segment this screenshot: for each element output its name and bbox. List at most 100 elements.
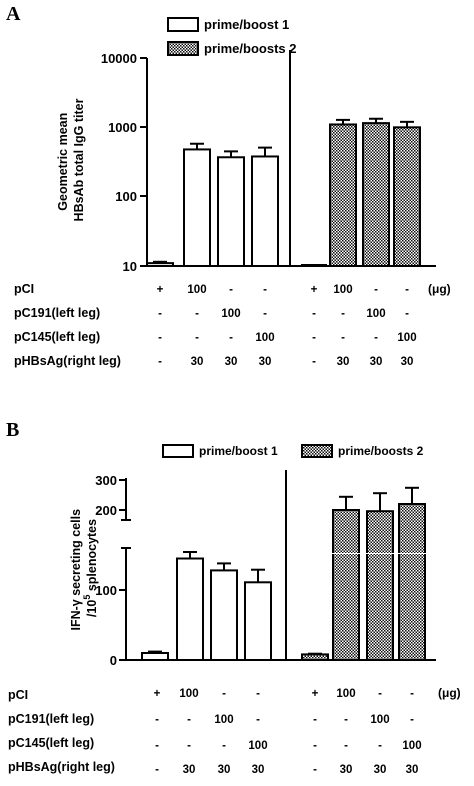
table-b-cells: +100 - - +100 - - - - 100 - - - 100 - - - - 100 - - - 100 - 30 3… (154, 688, 422, 776)
table-cell: - (344, 740, 348, 752)
table-cell: - (187, 714, 191, 726)
panel-a-bar (393, 126, 421, 268)
ytick-label: 200 (95, 503, 117, 518)
table-cell: 100 (255, 332, 274, 344)
table-cell: - (229, 284, 233, 296)
panel-b: B prime/boost 1 prime/boosts 2 IFN-γ sec… (6, 419, 461, 776)
table-cell: 30 (340, 764, 353, 776)
table-cell: 100 (333, 284, 352, 296)
table-cell: - (344, 714, 348, 726)
table-cell: 100 (214, 714, 233, 726)
panel-b-ylabel: IFN-γ secreting cells /105 splenocytes (69, 505, 99, 630)
panel-b-bar (332, 509, 360, 661)
table-cell: - (341, 332, 345, 344)
panel-a-bar (329, 123, 357, 267)
panel-a-table: pCI pC191(left leg) pC145(left leg) pHBs… (14, 282, 451, 368)
table-cell: - (374, 284, 378, 296)
table-cell: 100 (370, 714, 389, 726)
panel-b-yticks: 300 200 100 0 (95, 473, 126, 668)
legend-a-swatch-open (167, 17, 199, 32)
table-cell: 30 (370, 356, 383, 368)
table-cell: 30 (337, 356, 350, 368)
table-cell: - (155, 714, 159, 726)
table-b-row-label: pC191(left leg) (8, 712, 94, 726)
table-cell: - (158, 356, 162, 368)
table-cell: - (187, 740, 191, 752)
table-cell: - (155, 740, 159, 752)
panel-a-bar (217, 156, 245, 267)
table-cell: - (256, 714, 260, 726)
table-cell: - (405, 284, 409, 296)
table-cell: + (312, 688, 319, 700)
panel-a-bar (251, 155, 279, 267)
legend-a-label-2: prime/boosts 2 (204, 41, 296, 56)
table-cell: - (195, 308, 199, 320)
table-b-row-label: pHBsAg(right leg) (8, 760, 115, 774)
ylabel-part: splenocytes (85, 519, 99, 595)
table-b-row-label: pC145(left leg) (8, 736, 94, 750)
panel-b-letter: B (6, 419, 19, 441)
table-a-unit: (μg) (428, 282, 451, 296)
table-a-cells: +100 - - +100 - - - - 100 - - - 100 - - - - 100 - - - 100 - 30 3… (157, 284, 417, 368)
table-cell: + (154, 688, 161, 700)
panel-a-bar (183, 148, 211, 267)
table-cell: - (312, 332, 316, 344)
table-cell: 100 (402, 740, 421, 752)
table-cell: + (157, 284, 164, 296)
legend-b-label-2: prime/boosts 2 (338, 444, 424, 458)
table-cell: 30 (191, 356, 204, 368)
ylabel-superscript: 5 (82, 595, 92, 600)
legend-b-label-1: prime/boost 1 (199, 444, 278, 458)
table-cell: 30 (218, 764, 231, 776)
table-cell: 100 (221, 308, 240, 320)
ytick-label: 0 (110, 653, 117, 668)
table-cell: 100 (187, 284, 206, 296)
panel-a-bar (362, 122, 390, 267)
table-cell: + (311, 284, 318, 296)
table-b-unit: (μg) (438, 686, 461, 700)
table-a-row-label: pC191(left leg) (14, 306, 100, 320)
table-cell: 30 (406, 764, 419, 776)
table-cell: 100 (397, 332, 416, 344)
ylabel-part: /10 (85, 600, 99, 617)
panel-b-axis-break-gap (300, 553, 430, 554)
table-cell: - (313, 714, 317, 726)
panel-a-bar (146, 262, 174, 267)
panel-b-bar (398, 503, 426, 661)
table-cell: - (341, 308, 345, 320)
table-cell: - (229, 332, 233, 344)
table-cell: - (378, 740, 382, 752)
table-cell: 100 (179, 688, 198, 700)
panel-a-ylabel: Geometric mean HBsAb total IgG titer (56, 98, 86, 221)
table-cell: 100 (366, 308, 385, 320)
panel-b-ylabel-line1: IFN-γ secreting cells (69, 509, 83, 631)
legend-a-label-1: prime/boost 1 (204, 17, 289, 32)
ytick-label: 1000 (108, 120, 137, 135)
legend-b-swatch-checkered (301, 444, 333, 458)
panel-a-bars (146, 117, 421, 268)
table-cell: 100 (248, 740, 267, 752)
table-cell: 30 (259, 356, 272, 368)
panel-a-ylabel-line1: Geometric mean (56, 113, 70, 211)
table-cell: - (374, 332, 378, 344)
table-cell: - (312, 356, 316, 368)
legend-a-swatch-checkered (167, 41, 199, 56)
table-a-row-label: pCI (14, 282, 34, 296)
panel-a: A prime/boost 1 prime/boosts 2 Geometric… (6, 3, 451, 368)
table-cell: 100 (336, 688, 355, 700)
table-cell: - (222, 688, 226, 700)
table-cell: - (155, 764, 159, 776)
table-cell: 30 (225, 356, 238, 368)
table-cell: 30 (252, 764, 265, 776)
panel-b-bar (176, 557, 204, 661)
ytick-label: 10000 (101, 51, 137, 66)
table-b-row-label: pCI (8, 688, 28, 702)
ytick-label: 10 (123, 259, 137, 274)
table-cell: - (222, 740, 226, 752)
table-cell: 30 (374, 764, 387, 776)
panel-b-ylabel-line2: /105 splenocytes (82, 519, 99, 617)
legend-b-swatch-open (162, 444, 194, 458)
panel-b-legend: prime/boost 1 prime/boosts 2 (162, 444, 424, 458)
table-cell: - (410, 714, 414, 726)
